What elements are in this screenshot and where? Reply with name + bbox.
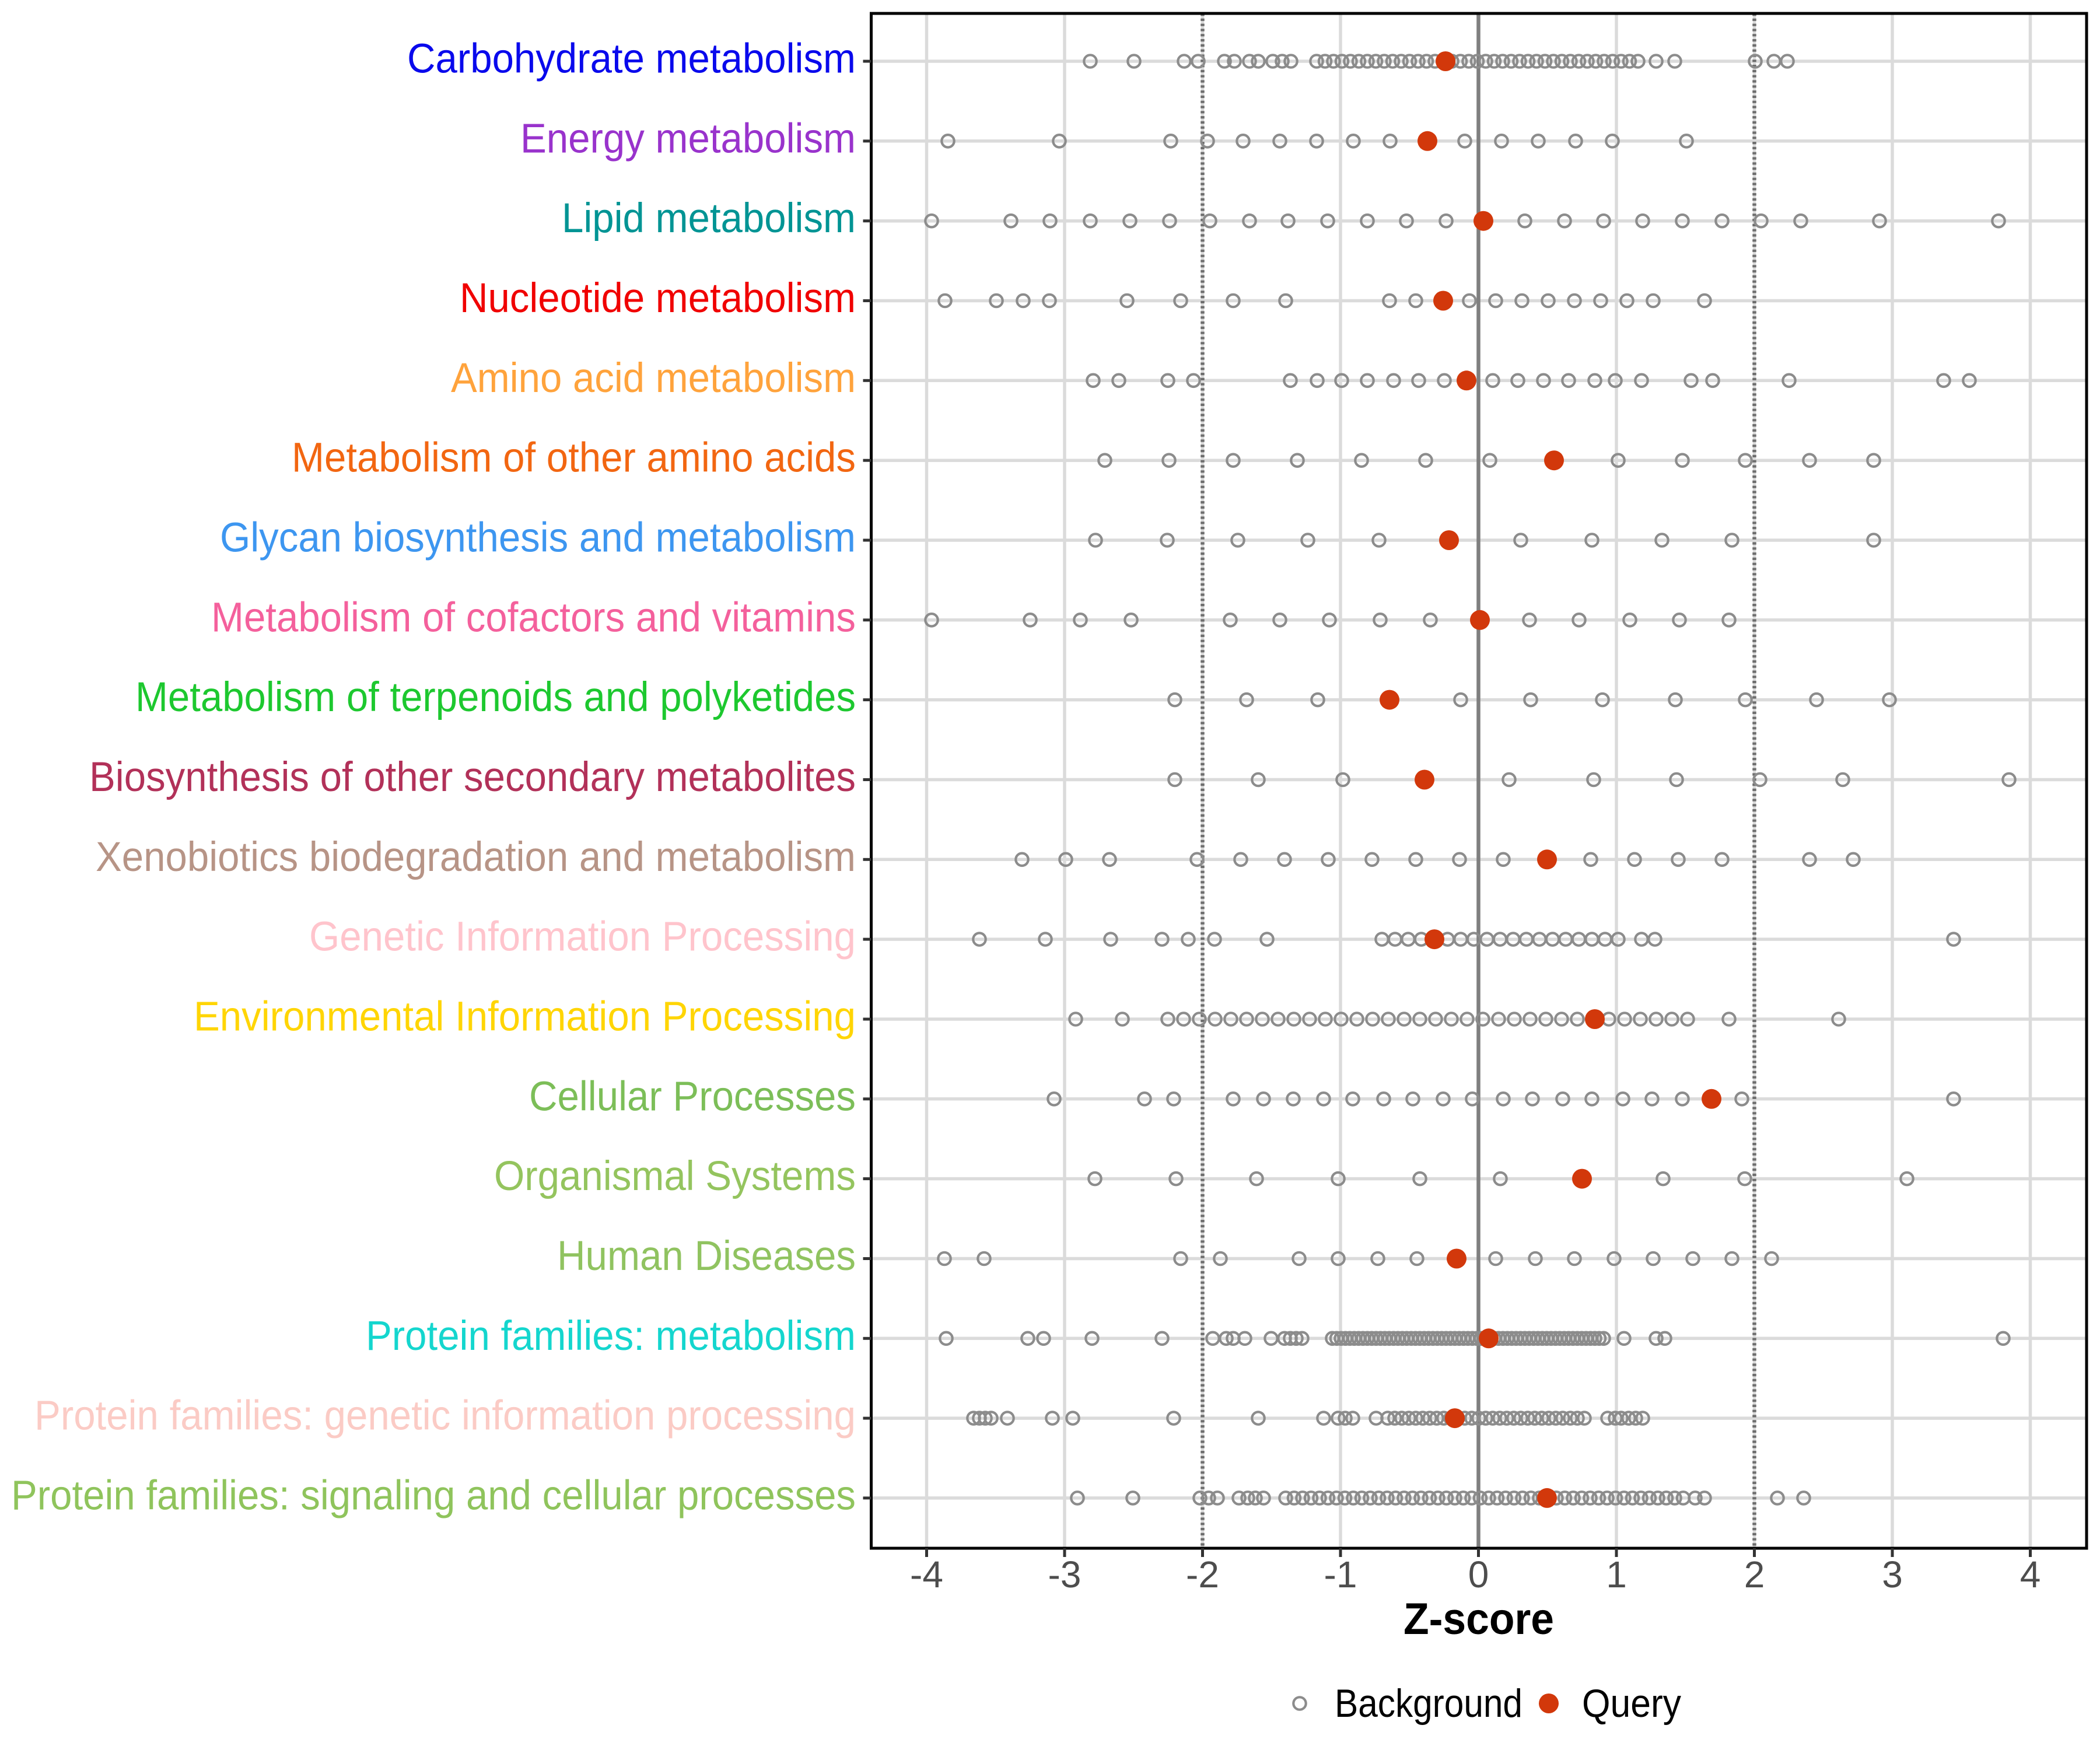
svg-text:Amino acid metabolism: Amino acid metabolism [451,355,856,401]
svg-text:Protein families: metabolism: Protein families: metabolism [366,1313,856,1359]
svg-text:Protein families: signaling an: Protein families: signaling and cellular… [11,1472,856,1518]
svg-text:Organismal Systems: Organismal Systems [494,1153,856,1199]
svg-text:Cellular Processes: Cellular Processes [529,1073,856,1119]
svg-text:Xenobiotics biodegradation and: Xenobiotics biodegradation and metabolis… [96,834,856,880]
svg-text:Query: Query [1582,1681,1681,1726]
svg-text:Energy metabolism: Energy metabolism [520,116,856,162]
svg-text:3: 3 [1882,1553,1903,1595]
svg-text:Lipid metabolism: Lipid metabolism [562,195,856,242]
svg-text:-3: -3 [1048,1553,1082,1595]
svg-text:Environmental Information Proc: Environmental Information Processing [194,994,856,1040]
svg-text:4: 4 [2020,1553,2041,1595]
svg-text:Metabolism of cofactors and vi: Metabolism of cofactors and vitamins [211,594,856,641]
svg-text:Genetic Information Processing: Genetic Information Processing [309,914,856,960]
svg-text:Carbohydrate metabolism: Carbohydrate metabolism [407,36,856,82]
svg-text:-4: -4 [910,1553,943,1595]
svg-text:Background: Background [1335,1681,1522,1726]
svg-text:Biosynthesis of other secondar: Biosynthesis of other secondary metaboli… [89,754,856,800]
svg-text:-1: -1 [1324,1553,1357,1595]
svg-text:-2: -2 [1186,1553,1219,1595]
svg-text:Z-score: Z-score [1404,1594,1554,1644]
svg-text:Metabolism of other amino acid: Metabolism of other amino acids [292,435,856,481]
svg-text:Protein families: genetic info: Protein families: genetic information pr… [34,1393,856,1439]
svg-text:Metabolism of terpenoids and p: Metabolism of terpenoids and polyketides [135,674,856,720]
svg-text:2: 2 [1744,1553,1765,1595]
svg-text:1: 1 [1606,1553,1627,1595]
svg-text:Nucleotide metabolism: Nucleotide metabolism [460,275,856,321]
svg-text:Human Diseases: Human Diseases [557,1233,856,1279]
svg-text:0: 0 [1468,1553,1489,1595]
svg-text:Glycan biosynthesis and metabo: Glycan biosynthesis and metabolism [220,515,856,561]
